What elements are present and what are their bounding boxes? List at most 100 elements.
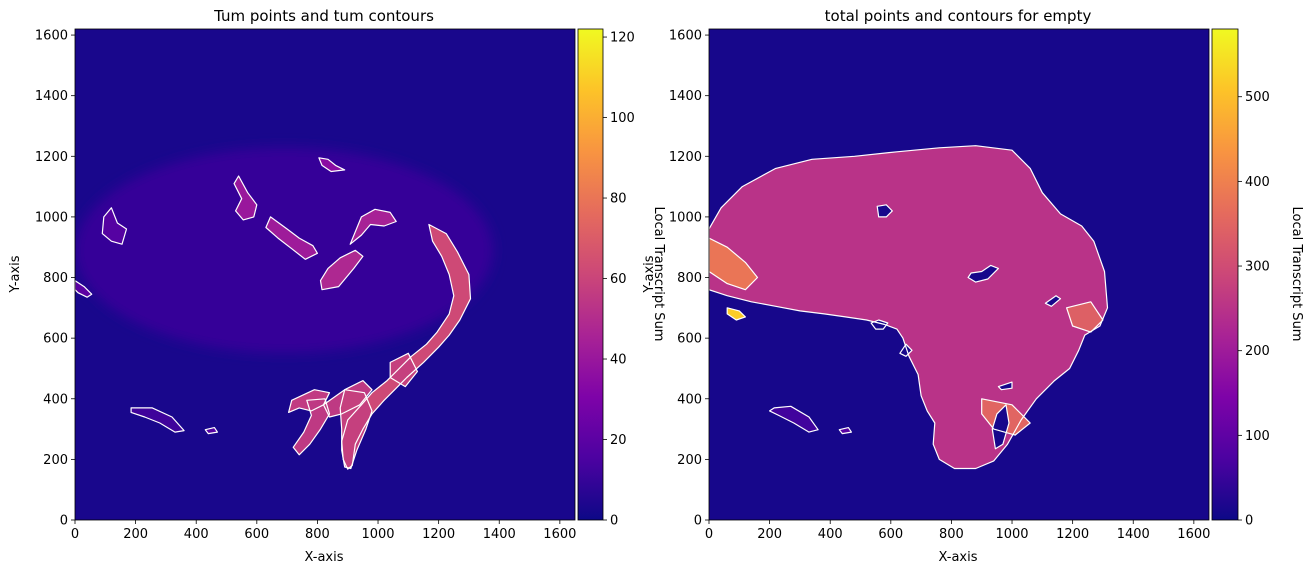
colorbar-ticks-1: 0 20 40 60 80 100 120 <box>603 31 635 529</box>
contour-line <box>768 405 819 433</box>
x-tick-label: 200 <box>123 527 148 542</box>
colorbar-tick-label: 500 <box>1245 90 1270 105</box>
hotspot-region <box>769 406 819 433</box>
contour-line <box>389 352 418 388</box>
x-tick-label: 1400 <box>1117 527 1150 542</box>
heatmap-layer-2 <box>709 29 1209 520</box>
chart-panel-2: total points and contours for empty 0 200… <box>642 7 1304 565</box>
contour-line <box>233 175 258 221</box>
x-tick-label: 400 <box>184 527 209 542</box>
contour-line <box>339 389 373 470</box>
hotspot-region <box>727 307 746 320</box>
hotspot-region <box>293 398 330 455</box>
x-axis-label-2: X-axis <box>939 550 978 565</box>
hotspot-region <box>1066 301 1103 333</box>
contour-line <box>876 204 893 218</box>
tissue-region <box>75 147 494 354</box>
plot-frame-2 <box>708 28 1210 521</box>
hotspot-region <box>350 209 397 245</box>
y-tick-label: 800 <box>43 271 68 286</box>
colorbar-gradient-1 <box>577 28 604 521</box>
chart-title-1: Tum points and tum contours <box>213 7 434 25</box>
colorbar-tick-label: 0 <box>1245 514 1253 529</box>
contour-line <box>991 404 1010 450</box>
plot-frame-1 <box>74 28 576 521</box>
colorbar-label-1: Local Transcript Sum <box>651 207 666 342</box>
colorbar-gradient-2 <box>1211 28 1239 521</box>
y-tick-label: 1400 <box>669 89 702 104</box>
x-tick-label: 1600 <box>543 527 576 542</box>
contour-line <box>967 264 1000 283</box>
colorbar-tick-label: 400 <box>1245 175 1270 190</box>
hotspot-region <box>102 207 127 245</box>
contour-line <box>349 208 397 245</box>
contour-line <box>709 237 759 291</box>
colorbar-tick-label: 20 <box>610 433 627 448</box>
colorbar-2: 0 100 200 300 400 500 Local Transcript Sum <box>1211 28 1304 529</box>
y-axis-label-1: Y-axis <box>8 255 23 293</box>
colorbar-tick-label: 100 <box>1245 429 1270 444</box>
contour-layer-1 <box>75 157 472 470</box>
hotspot-region <box>341 224 471 470</box>
y-tick-label: 1000 <box>35 210 68 225</box>
contour-line <box>997 381 1013 391</box>
y-tick-label: 1600 <box>35 29 68 44</box>
x-tick-label: 1200 <box>422 527 455 542</box>
contour-line <box>838 427 853 435</box>
chart-title-2: total points and contours for empty <box>825 7 1092 25</box>
x-tick-label: 1000 <box>361 527 394 542</box>
y-tick-label: 600 <box>677 332 702 347</box>
hotspot-region <box>131 407 185 433</box>
y-axis-2: 0 200 400 600 800 1000 1200 1400 1600 <box>669 29 709 529</box>
x-axis-2: 0 200 400 600 800 1000 1200 1400 1600 <box>705 520 1210 542</box>
contour-line <box>265 216 318 260</box>
hole-region <box>998 382 1012 390</box>
x-tick-label: 1600 <box>1177 527 1210 542</box>
y-tick-label: 1200 <box>35 150 68 165</box>
contour-line <box>709 145 1109 470</box>
x-tick-label: 200 <box>757 527 782 542</box>
colorbar-tick-label: 120 <box>610 31 635 46</box>
colorbar-tick-label: 200 <box>1245 344 1270 359</box>
contour-line <box>319 249 364 291</box>
y-tick-label: 1000 <box>669 210 702 225</box>
contour-line <box>101 207 128 245</box>
y-tick-label: 0 <box>60 514 68 529</box>
contour-line <box>1044 295 1062 307</box>
y-tick-label: 800 <box>677 271 702 286</box>
x-tick-label: 600 <box>244 527 269 542</box>
x-tick-label: 600 <box>878 527 903 542</box>
x-tick-label: 1400 <box>483 527 516 542</box>
colorbar-label-2: Local Transcript Sum <box>1289 207 1304 342</box>
hotspot-region <box>709 238 758 290</box>
heatmap-layer-1 <box>75 29 575 520</box>
contour-line <box>726 307 747 321</box>
hole-region <box>968 265 999 283</box>
x-tick-label: 1000 <box>995 527 1028 542</box>
hotspot-region <box>320 250 363 290</box>
x-tick-label: 1200 <box>1056 527 1089 542</box>
contour-line <box>318 157 346 173</box>
x-tick-label: 0 <box>71 527 79 542</box>
x-tick-label: 400 <box>818 527 843 542</box>
hotspot-region <box>318 157 345 172</box>
y-axis-label-2: Y-axis <box>642 255 657 293</box>
hotspot-region <box>265 216 318 260</box>
colorbar-tick-label: 300 <box>1245 260 1270 275</box>
hole-region <box>1045 295 1061 307</box>
y-tick-label: 600 <box>43 332 68 347</box>
contour-line <box>130 407 185 433</box>
colorbar-tick-label: 100 <box>610 111 635 126</box>
contour-line <box>341 223 472 470</box>
y-tick-label: 200 <box>677 453 702 468</box>
x-axis-label-1: X-axis <box>305 550 344 565</box>
chart-panel-1: Tum points and tum contours 0 200 400 600 80… <box>8 7 666 565</box>
hotspot-region <box>340 389 372 469</box>
y-tick-label: 1200 <box>669 150 702 165</box>
contour-line <box>981 398 1031 436</box>
x-axis-1: 0 200 400 600 800 1000 1200 1400 1600 <box>71 520 576 542</box>
hotspot-region <box>234 176 257 220</box>
contour-line <box>1065 301 1104 333</box>
x-tick-label: 0 <box>705 527 713 542</box>
